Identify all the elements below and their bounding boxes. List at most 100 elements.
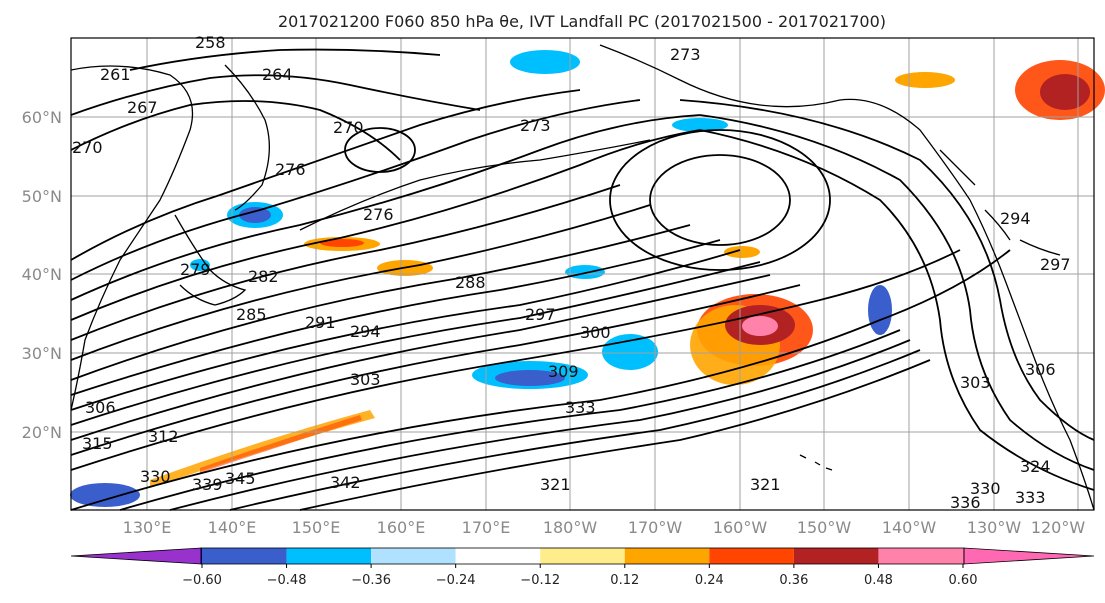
colorbar-segment (371, 548, 456, 564)
colorbar-tick-label: −0.24 (436, 573, 476, 588)
graticule (71, 38, 1094, 510)
contour-label: 321 (540, 475, 571, 494)
coastlines (70, 44, 1095, 511)
colorbar-tick-label: 0.48 (864, 573, 893, 588)
lon-label: 140°E (208, 518, 257, 537)
warm-patch-alaska-core (1040, 74, 1090, 110)
lat-label: 30°N (22, 344, 62, 363)
contour-label: 288 (455, 273, 486, 292)
contour-label: 264 (262, 65, 293, 84)
contour-label: 306 (85, 398, 116, 417)
contour-label: 297 (525, 305, 556, 324)
contour-label: 294 (1000, 209, 1031, 228)
lon-label: 170°E (462, 518, 511, 537)
figure-title: 2017021200 F060 850 hPa θe, IVT Landfall… (278, 12, 886, 31)
contour-labels: 258 261 264 267 270 270 273 273 276 276 … (72, 33, 1071, 512)
contour-label: 285 (236, 305, 267, 324)
colorbar-segments (70, 547, 1095, 565)
contour-label: 333 (1015, 488, 1046, 507)
colorbar-segment (201, 548, 202, 564)
contour-label: 270 (72, 138, 103, 157)
coast-asia (70, 65, 194, 411)
colorbar-segment (202, 548, 287, 564)
contour-label: 282 (248, 267, 279, 286)
cool-patch-japan-core (239, 207, 271, 223)
contour-label: 276 (363, 205, 394, 224)
warm-patch-155w (724, 246, 760, 258)
contour-label: 303 (350, 370, 381, 389)
colorbar-tick-label: −0.60 (182, 573, 222, 588)
lon-label: 140°W (882, 518, 937, 537)
colorbar-tick-label: −0.48 (267, 573, 307, 588)
coast-bc-islands (939, 149, 1061, 256)
colorbar-tick-label: −0.12 (520, 573, 560, 588)
contour-label: 321 (750, 475, 781, 494)
contour-label: 330 (140, 467, 171, 486)
lon-label: 130°W (967, 518, 1022, 537)
contour-label: 333 (565, 398, 596, 417)
warm-patch-160e-core (320, 239, 364, 247)
latitude-labels: 60°N 50°N 40°N 30°N 20°N (22, 108, 62, 442)
contour-label: 291 (305, 313, 336, 332)
colorbar-outline (200, 547, 965, 565)
coast-alaska (599, 44, 971, 201)
contour-label: 297 (1040, 255, 1071, 274)
colorbar-extend-left (70, 547, 202, 565)
coast-hawaii (799, 454, 833, 471)
colorbar-segment (878, 548, 963, 564)
contour-label: 258 (195, 33, 226, 52)
longitude-labels: 130°E 140°E 150°E 160°E 170°E 180°W 170°… (123, 518, 1086, 537)
colorbar-tick-label: 0.12 (610, 573, 639, 588)
lon-label: 120°W (1031, 518, 1086, 537)
colorbar-segment (793, 548, 879, 564)
cool-patch-bering (510, 50, 580, 74)
colorbar-tick-label: 0.60 (949, 573, 978, 588)
contour-label: 303 (960, 373, 991, 392)
lon-label: 150°E (292, 518, 341, 537)
contour-label: 261 (100, 65, 131, 84)
cool-patch-gulf (672, 118, 728, 132)
contour-label: 267 (127, 98, 158, 117)
colorbar-extend-right (963, 547, 1095, 565)
lon-label: 130°E (123, 518, 172, 537)
lat-label: 60°N (22, 108, 62, 127)
warm-patch-bc (895, 72, 955, 88)
lat-label: 40°N (22, 265, 62, 284)
coast-namerica (969, 199, 1095, 511)
contour-label: 306 (1025, 360, 1056, 379)
colorbar: −0.60 −0.48 −0.36 −0.24 −0.12 0.12 0.24 0.36 0.4… (70, 547, 1095, 588)
contour-label: 273 (670, 45, 701, 64)
contour-label: 330 (970, 479, 1001, 498)
contour-label: 336 (950, 493, 981, 512)
contour-label: 309 (548, 362, 579, 381)
colorbar-tick-label: −0.36 (351, 573, 391, 588)
cool-patch-lower-left (70, 483, 140, 507)
contour-label: 315 (82, 434, 113, 453)
cool-patch-coast (868, 285, 892, 335)
colorbar-segment (540, 548, 625, 564)
contour-label: 324 (1020, 457, 1051, 476)
contour-label: 342 (330, 473, 361, 492)
contour-label: 279 (180, 260, 211, 279)
contour-label: 300 (580, 323, 611, 342)
lat-label: 20°N (22, 423, 62, 442)
cool-patch-dark (495, 370, 565, 386)
contour-label: 345 (225, 469, 256, 488)
colorbar-segment (624, 548, 710, 564)
colorbar-ticks: −0.60 −0.48 −0.36 −0.24 −0.12 0.12 0.24 0.36 0.4… (182, 564, 977, 588)
colorbar-segment (963, 548, 964, 564)
contour-label: 339 (192, 475, 223, 494)
colorbar-segment (709, 548, 794, 564)
contour-label: 312 (148, 427, 179, 446)
warm-patch-pink (742, 316, 778, 336)
contour-label: 294 (350, 322, 381, 341)
lon-label: 160°E (377, 518, 426, 537)
lon-label: 150°W (797, 518, 852, 537)
colorbar-tick-label: 0.24 (695, 573, 724, 588)
contour-label: 270 (333, 118, 364, 137)
coast-japan (174, 214, 247, 306)
lon-label: 180°W (543, 518, 598, 537)
map-panel: 258 261 264 267 270 270 273 273 276 276 … (70, 33, 1105, 512)
lon-label: 160°W (713, 518, 768, 537)
